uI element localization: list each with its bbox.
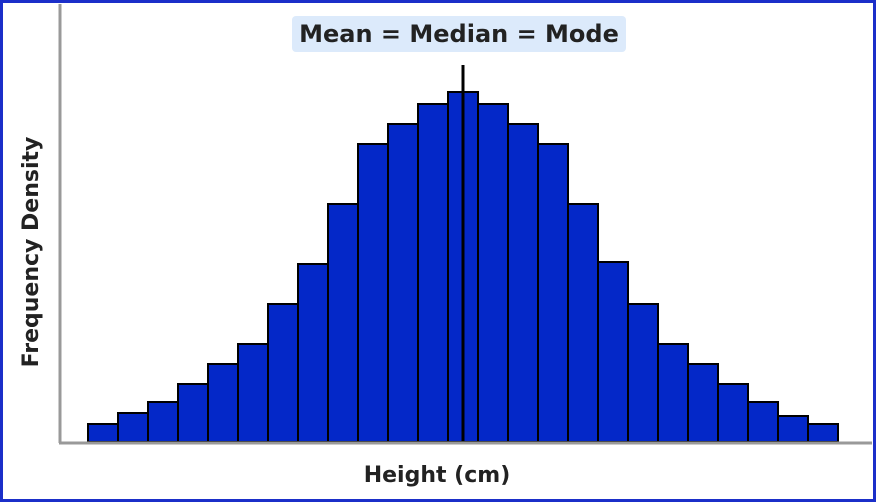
bar: [267, 303, 299, 443]
bar: [117, 412, 149, 443]
bar: [87, 423, 119, 443]
bar: [747, 401, 779, 443]
bar: [687, 363, 719, 443]
bar: [207, 363, 239, 443]
bar: [597, 261, 629, 443]
bar: [297, 263, 329, 443]
annotation-box: [292, 16, 626, 52]
bar: [537, 143, 569, 443]
bar: [417, 103, 449, 443]
bar: [327, 203, 359, 443]
y-axis-label: Frequency Density: [19, 137, 44, 368]
bars: [87, 65, 839, 443]
x-axis-label: Height (cm): [364, 463, 511, 488]
bar: [717, 383, 749, 443]
annotation: Mean = Median = Mode: [299, 20, 619, 48]
bar: [237, 343, 269, 443]
bar: [507, 123, 539, 443]
bar: [477, 103, 509, 443]
bar: [357, 143, 389, 443]
bar: [147, 401, 179, 443]
bar: [177, 383, 209, 443]
bar: [627, 303, 659, 443]
bar: [807, 423, 839, 443]
bar: [777, 415, 809, 443]
bar: [657, 343, 689, 443]
bar: [567, 203, 599, 443]
bar: [387, 123, 419, 443]
